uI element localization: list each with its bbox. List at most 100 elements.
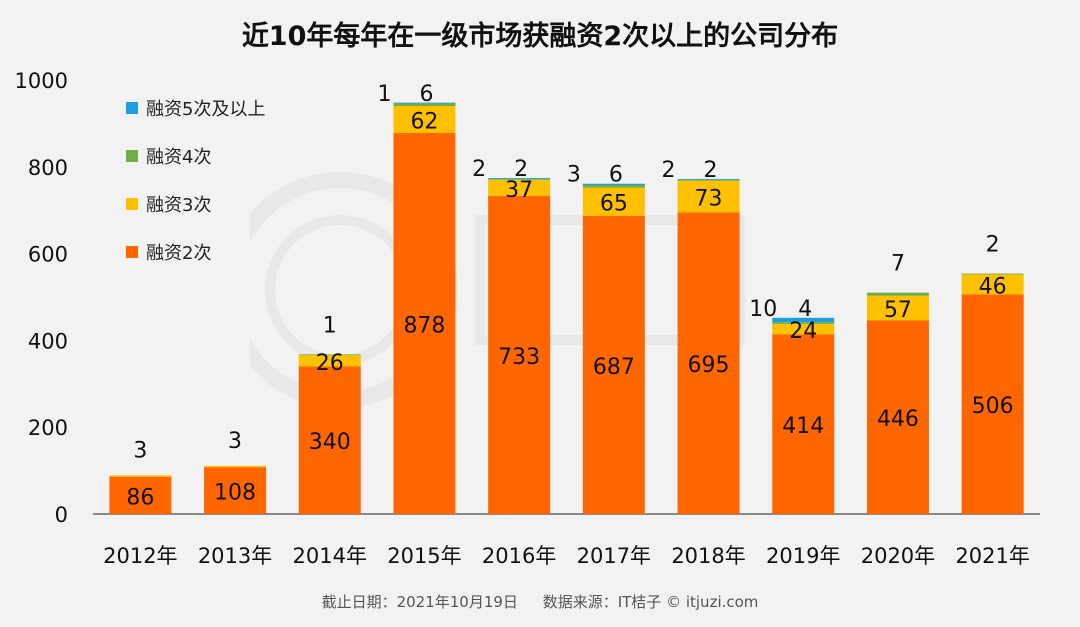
legend-label-s3: 融资3次: [146, 195, 212, 216]
data-label-s3: 65: [600, 192, 628, 217]
x-tick-label: 2014年: [293, 544, 367, 568]
data-label-s3: 26: [316, 351, 344, 376]
y-tick-label: 600: [28, 243, 68, 267]
bar-segment-s2: [204, 467, 267, 514]
bar-segment-s4: [582, 185, 645, 188]
x-tick-label: 2020年: [861, 544, 935, 568]
x-tick-label: 2021年: [955, 544, 1029, 568]
data-label-s2: 687: [593, 355, 635, 380]
data-label-s2: 506: [972, 394, 1014, 419]
bar-segment-s2: [772, 334, 835, 514]
cutoff-date: 截止日期：2021年10月19日: [321, 593, 518, 611]
bar-segment-s3: [961, 274, 1024, 295]
bar-segment-s4: [866, 292, 929, 296]
x-tick-label: 2015年: [387, 544, 461, 568]
bar-segment-s5: [772, 317, 835, 323]
bar-segment-s4: [772, 322, 835, 324]
data-label-s5: 1: [377, 82, 391, 107]
legend-label-s2: 融资2次: [146, 243, 212, 264]
y-tick-label: 0: [55, 503, 68, 527]
y-tick-label: 1000: [15, 69, 68, 93]
legend-swatch-s5: [126, 102, 138, 114]
bar-segment-s3: [204, 465, 267, 468]
data-label-s2: 340: [309, 430, 351, 455]
data-label-s4: 2: [704, 158, 718, 183]
bar-segment-s2: [582, 215, 645, 515]
legend-swatch-s3: [126, 198, 138, 210]
chart-footer: 截止日期：2021年10月19日 数据来源：IT桔子 © itjuzi.com: [0, 591, 1080, 612]
bar-segment-s3: [393, 106, 456, 133]
data-label-s2: 695: [688, 353, 730, 378]
bar-segment-s4: [393, 103, 456, 107]
bar-segment-s4: [677, 179, 740, 181]
legend-item-s4: 融资4次: [126, 144, 265, 168]
bar-segment-s5: [677, 178, 740, 180]
y-tick-label: 400: [28, 329, 68, 353]
data-label-s3: 57: [884, 298, 912, 323]
data-label-s3: 62: [410, 109, 438, 134]
bar-segment-s3: [109, 475, 172, 477]
legend-item-s2: 融资2次: [126, 240, 265, 264]
bar-segment-s3: [488, 179, 551, 196]
bar-segment-s2: [488, 195, 551, 515]
data-label-s2: 86: [126, 485, 154, 510]
data-label-s4: 2: [514, 157, 528, 182]
data-label-s2: 733: [498, 345, 540, 370]
x-tick-label: 2013年: [198, 544, 272, 568]
data-label-s3: 73: [695, 187, 723, 212]
data-label-s5: 10: [749, 297, 777, 322]
data-label-s2: 414: [782, 414, 824, 439]
x-tick-label: 2017年: [577, 544, 651, 568]
chart-title: 近10年每年在一级市场获融资2次以上的公司分布: [241, 21, 839, 52]
bar-segment-s3: [677, 180, 740, 213]
x-tick-label: 2018年: [671, 544, 745, 568]
data-label-s4: 2: [986, 233, 1000, 258]
data-label-s4: 1: [323, 314, 337, 339]
legend-item-s5: 融资5次及以上: [126, 96, 265, 120]
bar-segment-s4: [961, 273, 1024, 275]
bar-segment-s4: [298, 354, 361, 356]
data-source: 数据来源：IT桔子 © itjuzi.com: [542, 593, 759, 611]
data-label-s5: 2: [662, 158, 676, 183]
bar-segment-s2: [866, 320, 929, 514]
data-label-s4: 4: [798, 297, 812, 322]
data-label-s2: 878: [403, 313, 445, 338]
bar-segment-s2: [393, 132, 456, 514]
data-label-s5: 3: [567, 163, 581, 188]
bar-segment-s5: [488, 178, 551, 179]
bar-segment-s3: [298, 355, 361, 367]
bar-segment-s4: [488, 178, 551, 180]
legend-label-s5: 融资5次及以上: [146, 99, 266, 120]
legend-swatch-s2: [126, 246, 138, 258]
data-label-s3: 3: [228, 429, 242, 454]
chart-legend: 融资5次及以上 融资4次 融资3次 融资2次: [126, 96, 265, 288]
data-label-s3: 37: [505, 178, 533, 203]
x-tick-label: 2016年: [482, 544, 556, 568]
data-label-s3: 24: [789, 319, 817, 344]
legend-item-s3: 融资3次: [126, 192, 265, 216]
y-tick-label: 200: [28, 416, 68, 440]
bar-segment-s2: [961, 294, 1024, 514]
bar-segment-s5: [393, 102, 456, 104]
bar-segment-s3: [772, 323, 835, 335]
data-label-s4: 6: [609, 163, 623, 188]
data-label-s2: 108: [214, 481, 256, 506]
y-tick-label: 800: [28, 156, 68, 180]
bar-segment-s3: [582, 187, 645, 216]
data-label-s2: 446: [877, 407, 919, 432]
bar-segment-s3: [866, 295, 929, 321]
data-label-s3: 3: [133, 438, 147, 463]
data-label-s4: 6: [419, 82, 433, 107]
data-label-s3: 46: [979, 274, 1007, 299]
x-tick-label: 2012年: [103, 544, 177, 568]
legend-swatch-s4: [126, 150, 138, 162]
bar-segment-s5: [582, 183, 645, 186]
legend-label-s4: 融资4次: [146, 147, 212, 168]
bar-segment-s2: [677, 212, 740, 514]
data-label-s5: 2: [472, 157, 486, 182]
data-label-s4: 7: [891, 252, 905, 277]
x-tick-label: 2019年: [766, 544, 840, 568]
bar-segment-s2: [298, 366, 361, 514]
